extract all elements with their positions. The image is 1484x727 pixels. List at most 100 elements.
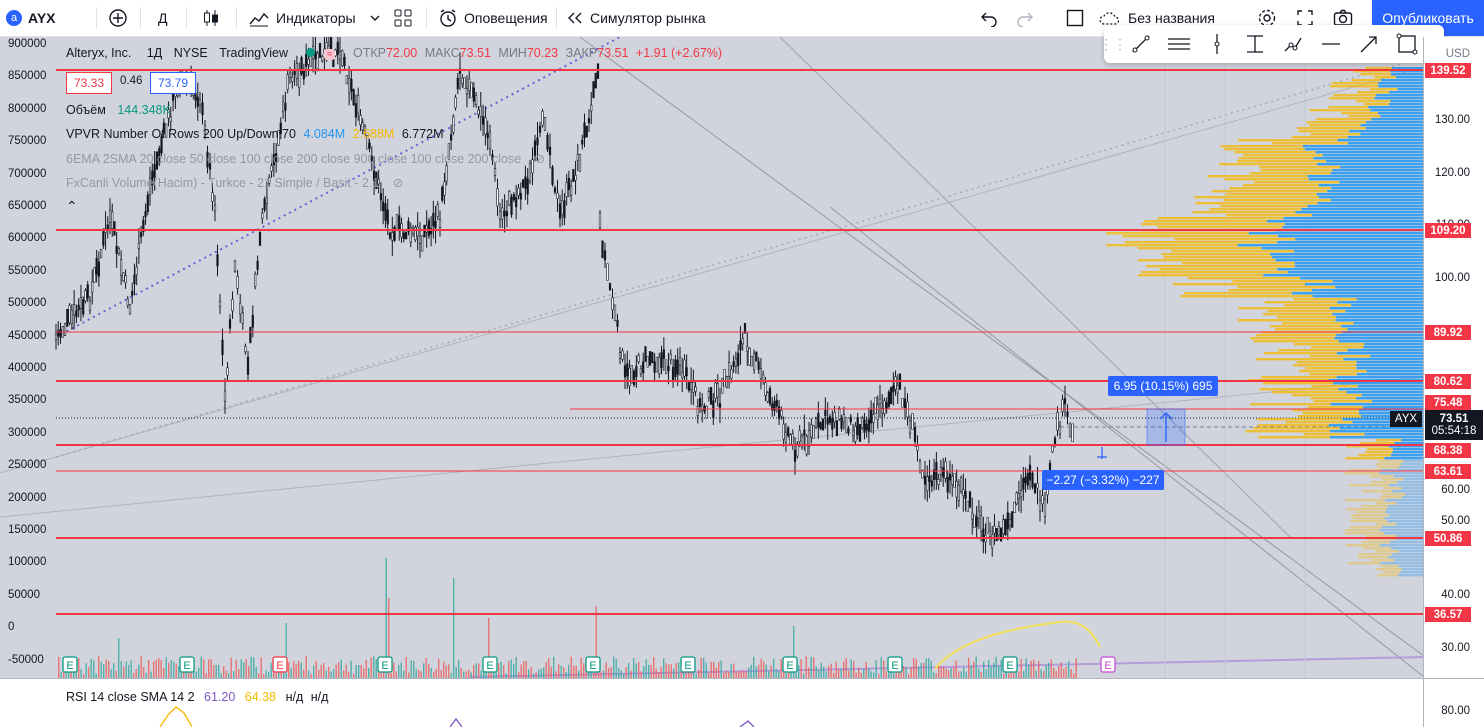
volume-bar (975, 656, 977, 678)
volume-bar (800, 659, 802, 678)
vp-up-bar (1300, 277, 1424, 280)
hidden-eye-icon[interactable]: ⊘ (392, 176, 404, 190)
vpvr-legend[interactable]: VPVR Number Of Rows 200 Up/Down 70 4.084… (66, 127, 444, 141)
vp-up-bar (1390, 73, 1424, 76)
candle-body (151, 170, 154, 187)
drag-handle-icon[interactable]: ⋮⋮ (1099, 35, 1127, 52)
measure-label-down[interactable]: −2.27 (−3.32%) −227 (1042, 470, 1164, 490)
candle-body (281, 101, 285, 113)
volume-bar (535, 672, 537, 678)
vp-down-bar (1378, 460, 1404, 463)
volume-bar (473, 665, 475, 678)
volume-bar (430, 667, 432, 678)
volume-bar (333, 668, 335, 678)
rsi-legend[interactable]: RSI 14 close SMA 14 2 61.20 64.38 н/д н/… (66, 690, 329, 704)
templates-grid-icon[interactable] (388, 0, 418, 36)
vp-down-bar (1356, 100, 1391, 103)
candle-body (91, 281, 94, 293)
volume-bar (993, 662, 995, 678)
vp-up-bar (1331, 187, 1424, 190)
bid-price-box[interactable]: 73.33 (66, 72, 112, 94)
redo-icon[interactable] (1010, 0, 1040, 36)
vp-down-bar (1296, 361, 1357, 364)
rsi-pane[interactable]: RSI 14 close SMA 14 2 61.20 64.38 н/д н/… (0, 678, 1424, 727)
layout-name-button[interactable]: Без названия (1098, 0, 1215, 36)
candle-body (847, 428, 850, 434)
volume-legend[interactable]: Объём 144.348K (66, 103, 171, 117)
vp-up-bar (1317, 202, 1424, 205)
vp-down-bar (1195, 202, 1318, 205)
rectangle-icon[interactable] (1388, 25, 1426, 63)
undo-icon[interactable] (974, 0, 1004, 36)
camera-snapshot-icon[interactable] (1328, 0, 1358, 36)
candle-body (587, 118, 591, 124)
ema-legend[interactable]: 6EMA 2SMA 20 close 50 close 100 close 20… (66, 152, 546, 166)
fullscreen-icon[interactable] (1290, 0, 1320, 36)
candle-body (436, 204, 439, 218)
candle-body (291, 77, 294, 83)
candle-body (810, 424, 813, 438)
candle-body (574, 174, 577, 181)
volume-bar (835, 661, 837, 678)
volume-bar (95, 673, 97, 678)
volume-bar (933, 672, 935, 678)
volume-bar (288, 662, 290, 678)
replay-button[interactable]: Симулятор рынка (566, 0, 706, 36)
candle-body (878, 398, 882, 404)
candle-body (79, 297, 83, 309)
candle-body (423, 224, 426, 238)
earnings-marker-box (585, 656, 601, 673)
indicators-button[interactable]: Индикаторы (248, 0, 356, 36)
multi-layout-icon[interactable] (1060, 0, 1090, 36)
arrow-icon[interactable] (1350, 25, 1388, 63)
candle-body (798, 430, 801, 443)
interval-selector[interactable]: Д (158, 10, 168, 26)
chevron-down-icon[interactable] (360, 0, 390, 36)
path-icon[interactable] (1274, 25, 1312, 63)
vp-up-bar (1336, 352, 1424, 355)
volume-bar (453, 578, 455, 678)
symbol-search[interactable]: a AYX (6, 0, 56, 36)
main-legend[interactable]: Alteryx, Inc. 1Д NYSE TradingView ≈ ОТКР… (66, 46, 723, 60)
vp-down-bar (1249, 172, 1331, 175)
compare-add-icon[interactable] (103, 0, 133, 36)
volume-tick: 450000 (8, 329, 47, 342)
vp-down-bar (1232, 280, 1333, 283)
last-price-tag: 73.51 05:54:18 (1425, 410, 1483, 440)
candle-body (771, 403, 774, 411)
hidden-eye-icon[interactable]: ⊘ (534, 152, 546, 166)
vertical-line-icon[interactable] (1198, 25, 1236, 63)
candle-body (858, 424, 862, 442)
vp-up-bar (1263, 274, 1424, 277)
trend-line-icon[interactable] (1122, 25, 1160, 63)
cross-line-icon[interactable] (1236, 25, 1274, 63)
vp-down-bar (1292, 409, 1359, 412)
candle-body (1068, 422, 1072, 438)
candle-body (1041, 495, 1044, 505)
price-scale-right[interactable]: USD 130.00 120.00 110.00 100.00 60.00 50… (1423, 37, 1484, 678)
horizontal-lines-icon[interactable] (1160, 25, 1198, 63)
rsi-scale[interactable]: 80.00 (1423, 678, 1484, 727)
collapse-legend-chevron-icon[interactable]: ⌃ (66, 198, 78, 214)
volume-bar (985, 669, 987, 678)
ask-price-box[interactable]: 73.79 (150, 72, 196, 94)
volume-bar (1060, 662, 1062, 678)
measure-label-up[interactable]: 6.95 (10.15%) 695 (1108, 376, 1218, 396)
fx-volume-legend[interactable]: FxCanli Volume(Hacim) - Turkce - 21 Simp… (66, 176, 404, 190)
candles-chart-type-icon[interactable] (196, 0, 226, 36)
vp-down-bar (1293, 343, 1365, 346)
earnings-marker-box (62, 656, 78, 673)
currency-label[interactable]: USD (1445, 48, 1470, 60)
candle-body (578, 153, 582, 172)
vp-down-bar (1346, 445, 1389, 448)
alerts-button[interactable]: Оповещения (438, 0, 548, 36)
horizontal-ray-icon[interactable] (1312, 25, 1350, 63)
volume-bar (118, 638, 120, 678)
volume-bar (1008, 673, 1010, 678)
vp-down-bar (1328, 106, 1369, 109)
volume-bar (103, 664, 105, 678)
volume-bar (718, 662, 720, 678)
candle-body (146, 194, 149, 212)
candle-body (975, 516, 978, 527)
